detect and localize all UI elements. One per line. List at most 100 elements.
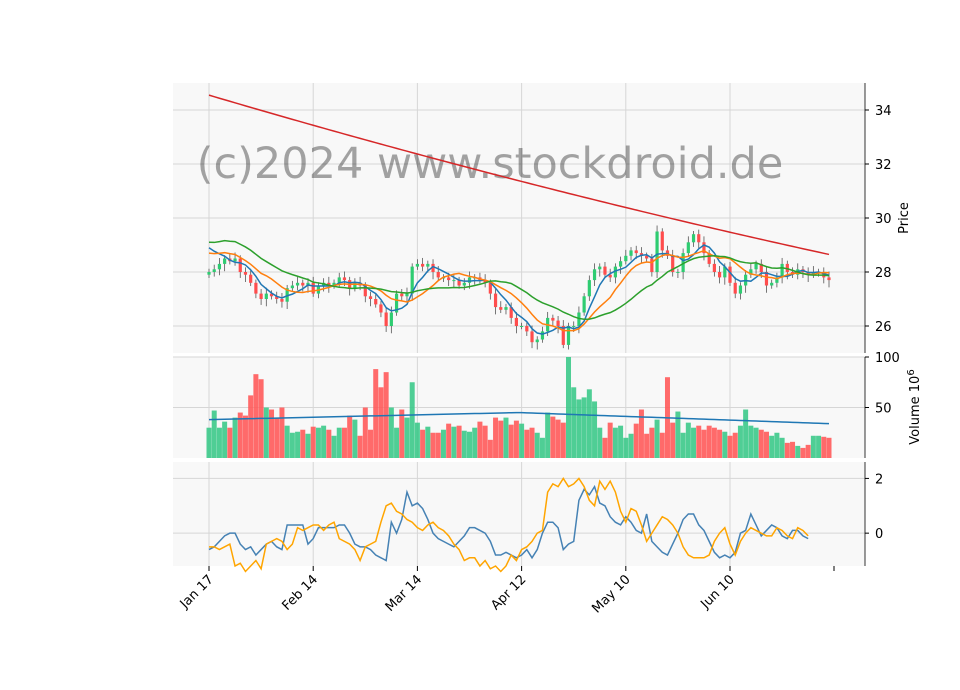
- candle-body: [738, 285, 743, 294]
- volume-bar: [571, 387, 577, 458]
- candle-body: [405, 293, 409, 297]
- ma-200-line: [208, 94, 830, 256]
- volume-bar: [404, 417, 410, 458]
- candle-body: [608, 274, 612, 278]
- candle-body: [592, 269, 597, 281]
- candle-body: [514, 317, 518, 326]
- volume-bar: [362, 407, 368, 458]
- volume-bar: [300, 429, 306, 458]
- volume-bar: [680, 432, 686, 458]
- candle-body: [353, 282, 357, 289]
- candle-body: [655, 231, 659, 272]
- price-ytick-label: 28: [875, 266, 892, 281]
- candle-body: [462, 282, 466, 286]
- volume-bar: [560, 422, 566, 458]
- candle-body: [697, 234, 701, 243]
- volume-bar: [722, 431, 728, 458]
- candle-body: [733, 282, 737, 294]
- volume-bar: [685, 422, 691, 458]
- candle-body: [723, 266, 727, 278]
- volume-bar: [524, 429, 530, 458]
- candle-body: [431, 263, 435, 272]
- candle-body: [254, 282, 258, 294]
- candle-body: [233, 258, 237, 262]
- volume-bar: [628, 433, 634, 458]
- volume-bar: [623, 437, 629, 458]
- volume-bar: [461, 430, 467, 458]
- volume-bar: [508, 424, 514, 458]
- oscillator-line-1: [208, 484, 809, 562]
- volume-bar: [711, 427, 717, 458]
- volume-bar: [206, 427, 212, 458]
- volume-bar: [586, 389, 592, 458]
- candle-body: [603, 266, 607, 275]
- volume-bar: [748, 425, 754, 458]
- volume-bar: [633, 423, 639, 458]
- volume-bar: [352, 419, 358, 458]
- candle-body: [561, 326, 565, 345]
- candle-body: [342, 277, 347, 281]
- x-tick-label: Jun 10: [698, 572, 738, 612]
- candle-body: [327, 282, 331, 286]
- candle-body: [400, 293, 404, 297]
- candle-body: [499, 307, 503, 310]
- volume-bar: [315, 427, 321, 458]
- volume-bar: [248, 395, 254, 458]
- candle-body: [415, 263, 420, 267]
- candle-body: [639, 253, 644, 256]
- volume-bar: [696, 425, 702, 458]
- ma-5-line: [208, 244, 830, 335]
- candle-body: [520, 326, 524, 327]
- candle-body: [582, 296, 586, 313]
- volume-bar: [321, 425, 327, 458]
- volume-bar: [826, 437, 832, 458]
- candle-body: [306, 282, 310, 286]
- volume-bar: [487, 439, 493, 458]
- ma-10-line: [208, 249, 830, 332]
- volume-bar: [222, 421, 228, 458]
- volume-bar: [269, 409, 275, 458]
- volume-bar: [769, 435, 775, 458]
- candle-body: [624, 255, 628, 262]
- candle-body: [645, 255, 649, 259]
- candle-body: [686, 242, 690, 254]
- volume-bar: [467, 431, 473, 458]
- volume-bar: [638, 409, 644, 458]
- volume-bar: [326, 429, 332, 458]
- volume-bar: [425, 426, 431, 458]
- volume-bar: [274, 417, 280, 458]
- volume-bar: [331, 435, 337, 458]
- volume-bar: [607, 422, 613, 458]
- candle-body: [285, 288, 289, 302]
- volume-bar: [430, 432, 436, 458]
- candle-body: [577, 312, 581, 326]
- volume-bar: [456, 425, 462, 458]
- candle-body: [764, 272, 769, 286]
- candle-body: [728, 266, 732, 283]
- candle-body: [249, 274, 253, 283]
- candle-body: [212, 269, 216, 272]
- candle-body: [618, 261, 623, 267]
- volume-bar: [659, 432, 665, 458]
- price-axis-title: Price: [897, 202, 912, 234]
- candle-body: [634, 250, 638, 254]
- price-ytick-label: 32: [875, 158, 892, 173]
- candle-body: [759, 263, 763, 272]
- candle-body: [337, 277, 341, 283]
- candle-body: [379, 304, 383, 313]
- candle-body: [467, 277, 472, 283]
- candle-body: [493, 293, 498, 308]
- volume-bar: [284, 425, 290, 458]
- candle-body: [374, 299, 378, 305]
- volume-bar: [279, 407, 285, 458]
- volume-bar: [519, 423, 525, 458]
- volume-bar: [753, 427, 759, 458]
- volume-bar: [227, 427, 233, 458]
- volume-bar: [503, 417, 509, 458]
- candle-body: [483, 280, 487, 283]
- volume-bar: [232, 417, 238, 458]
- x-tick-label: Jan 17: [177, 572, 217, 612]
- volume-bar: [409, 382, 415, 458]
- candle-body: [509, 307, 513, 318]
